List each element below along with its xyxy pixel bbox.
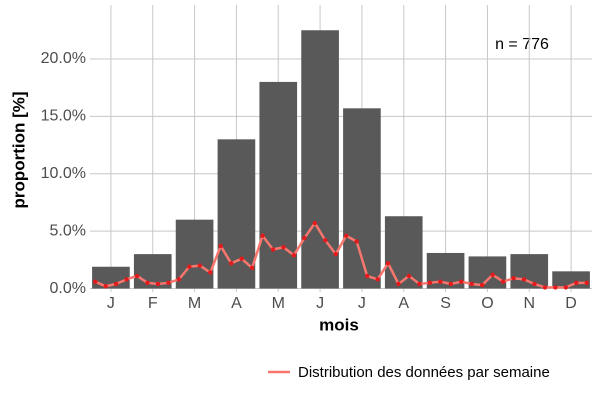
point xyxy=(166,280,171,286)
point xyxy=(155,281,161,287)
y-tick-label: 15.0% xyxy=(41,108,86,125)
bar xyxy=(301,30,339,289)
point xyxy=(208,270,213,275)
bar xyxy=(259,81,298,289)
point xyxy=(113,281,119,287)
x-tick-label: D xyxy=(565,295,577,312)
y-tick-label: 10.0% xyxy=(41,165,86,182)
x-tick-label: M xyxy=(188,295,201,312)
point xyxy=(354,239,359,244)
bar xyxy=(510,254,549,289)
point xyxy=(145,280,150,286)
y-tick-label: 20.0% xyxy=(41,50,86,67)
point xyxy=(563,285,569,290)
point xyxy=(93,279,98,284)
legend-label: Distribution des données par semaine xyxy=(298,364,550,381)
point xyxy=(385,261,391,266)
point xyxy=(218,243,223,249)
x-tick-label: J xyxy=(358,295,366,312)
x-tick-label: F xyxy=(148,295,158,312)
x-tick-label: J xyxy=(107,295,115,312)
point xyxy=(124,277,129,282)
point xyxy=(553,285,558,290)
point xyxy=(239,256,244,261)
point xyxy=(302,235,307,241)
point xyxy=(323,238,328,243)
x-tick-label: A xyxy=(231,295,242,312)
point xyxy=(479,282,485,288)
point xyxy=(417,281,422,287)
point xyxy=(375,277,380,282)
point xyxy=(511,276,516,281)
point xyxy=(469,281,474,287)
point xyxy=(312,220,318,226)
point xyxy=(427,280,433,286)
point xyxy=(490,272,495,277)
point xyxy=(291,253,297,258)
point xyxy=(176,277,182,282)
point xyxy=(187,264,192,269)
point xyxy=(344,233,349,238)
x-tick-label: O xyxy=(481,295,493,312)
point xyxy=(438,279,443,284)
point xyxy=(459,279,464,284)
y-tick-label: 5.0% xyxy=(50,222,86,239)
point xyxy=(500,279,506,284)
point xyxy=(542,285,548,290)
point xyxy=(406,273,412,279)
point xyxy=(249,265,255,271)
point xyxy=(574,280,579,286)
point xyxy=(448,281,454,287)
point xyxy=(532,281,537,287)
point xyxy=(270,247,276,252)
y-tick-label: 0.0% xyxy=(50,280,86,297)
point xyxy=(333,251,338,257)
x-tick-label: N xyxy=(523,295,535,312)
annotation: n = 776 xyxy=(495,36,549,53)
point xyxy=(584,280,589,286)
point xyxy=(396,281,401,287)
bar xyxy=(552,271,590,289)
x-tick-label: M xyxy=(272,295,285,312)
x-tick-label: S xyxy=(440,295,451,312)
x-tick-label: A xyxy=(398,295,409,312)
point xyxy=(260,233,265,238)
x-axis-title: mois xyxy=(319,315,359,334)
point xyxy=(103,284,108,289)
point xyxy=(521,277,527,282)
bar xyxy=(384,216,423,289)
x-tick-label: J xyxy=(316,295,324,312)
y-axis-title: proportion [%] xyxy=(9,91,28,208)
point xyxy=(281,245,286,250)
point xyxy=(364,273,370,279)
point xyxy=(228,261,234,266)
point xyxy=(197,263,203,268)
point xyxy=(134,273,140,279)
